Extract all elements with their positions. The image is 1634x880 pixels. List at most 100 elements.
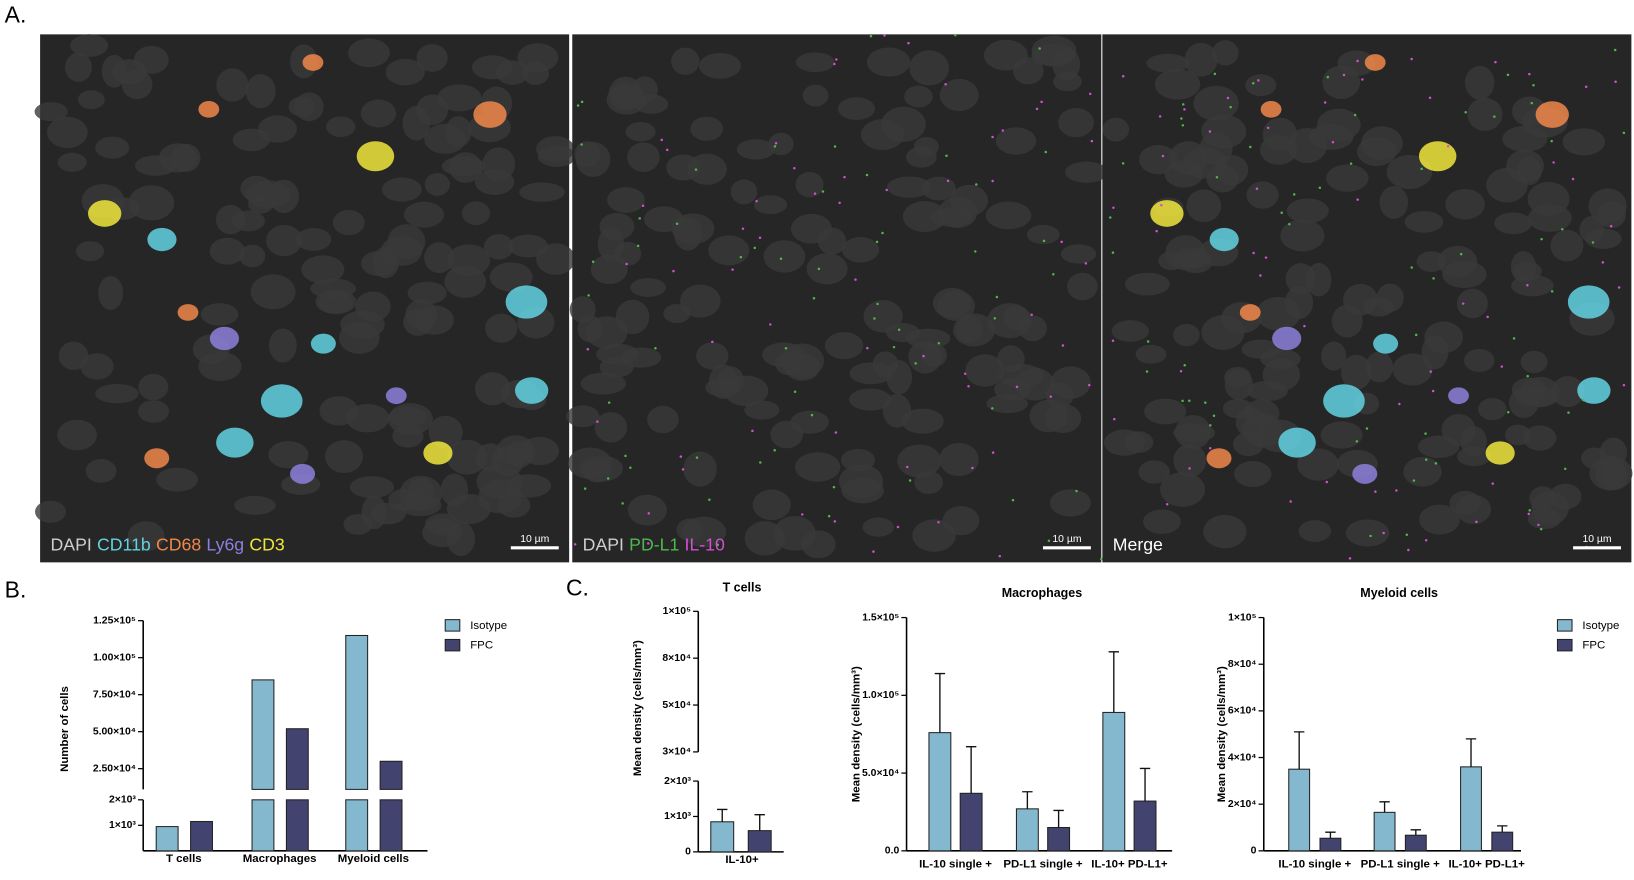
nucleus	[939, 442, 979, 477]
nucleus	[1581, 447, 1608, 469]
puncta	[1622, 131, 1626, 135]
puncta	[1342, 73, 1346, 77]
cell-stain	[1209, 227, 1239, 252]
nucleus	[1058, 107, 1094, 138]
nucleus	[908, 340, 942, 374]
puncta	[897, 328, 901, 332]
nucleus	[795, 52, 835, 73]
puncta	[1591, 241, 1595, 244]
puncta	[1361, 78, 1364, 81]
bar	[251, 799, 275, 852]
nucleus	[575, 141, 611, 177]
channel-labels: DAPI CD11b CD68 Ly6g CD3	[51, 534, 285, 554]
bar	[710, 821, 735, 853]
nucleus	[1309, 123, 1354, 150]
puncta	[1109, 216, 1112, 219]
puncta	[606, 477, 610, 480]
puncta	[1049, 395, 1053, 398]
legend-label: Isotype	[470, 620, 507, 632]
nucleus	[268, 179, 300, 214]
nucleus	[627, 142, 660, 172]
puncta	[1158, 115, 1162, 118]
nucleus	[1441, 413, 1476, 447]
channel-label: DAPI	[583, 534, 624, 554]
puncta	[944, 83, 947, 86]
nucleus	[1203, 514, 1247, 549]
nucleus	[245, 74, 276, 109]
nucleus	[1331, 304, 1363, 338]
nucleus	[1320, 421, 1363, 449]
channel-label: CD3	[249, 534, 285, 554]
puncta	[1410, 266, 1413, 269]
nucleus	[403, 308, 434, 336]
puncta	[1412, 479, 1416, 482]
nucleus	[437, 84, 482, 112]
puncta	[1500, 365, 1504, 368]
nucleus	[1026, 224, 1060, 245]
y-axis-label: Mean density (cells/mm³)	[851, 666, 863, 802]
y-tick-label: 2×10³	[664, 776, 691, 787]
puncta	[1208, 130, 1212, 133]
nucleus	[1029, 399, 1069, 433]
cell-stain	[147, 227, 177, 252]
puncta	[1212, 414, 1216, 417]
x-tick-label: IL-10 single +	[919, 858, 992, 870]
nucleus	[474, 372, 511, 406]
puncta	[1061, 344, 1065, 347]
nucleus	[1168, 141, 1208, 176]
cell-stain	[144, 448, 170, 469]
bar	[1102, 711, 1126, 852]
puncta	[1410, 57, 1413, 61]
nucleus	[345, 404, 390, 433]
nucleus	[57, 152, 87, 172]
nucleus	[569, 296, 596, 323]
nucleus	[70, 34, 109, 57]
puncta	[1617, 286, 1621, 289]
cell-stain	[423, 441, 453, 465]
puncta	[1355, 440, 1359, 443]
nucleus	[1365, 351, 1394, 383]
bar	[345, 799, 369, 852]
cell-stain	[356, 141, 395, 172]
puncta	[586, 347, 590, 351]
nucleus	[1286, 198, 1329, 224]
channel-label: Merge	[1113, 534, 1163, 554]
puncta	[1165, 502, 1169, 506]
cell-stain	[385, 387, 407, 405]
cell-stain	[216, 427, 254, 458]
puncta	[1353, 113, 1357, 117]
puncta	[1075, 489, 1078, 493]
nucleus	[736, 139, 776, 160]
nucleus	[1465, 65, 1495, 100]
puncta	[1044, 150, 1048, 154]
nucleus	[326, 116, 356, 138]
y-tick-label: 2×10⁴	[1228, 799, 1257, 810]
puncta	[1461, 302, 1465, 305]
nucleus	[1135, 344, 1167, 364]
cell-stain	[1206, 448, 1232, 469]
puncta	[1326, 75, 1330, 79]
y-tick-label: 4×10⁴	[1228, 752, 1257, 763]
micrograph: Merge 10 µm	[1102, 34, 1633, 563]
nucleus	[1298, 520, 1332, 542]
legend-label: FPC	[1582, 640, 1605, 652]
puncta	[1374, 490, 1377, 493]
nucleus	[1341, 354, 1372, 390]
puncta	[773, 145, 777, 148]
nucleus	[1478, 398, 1507, 421]
puncta	[647, 542, 650, 545]
puncta	[991, 135, 994, 139]
puncta	[679, 455, 683, 458]
channel-label: CD68	[156, 534, 201, 554]
nucleus	[608, 76, 643, 111]
nucleus	[407, 281, 447, 305]
puncta	[1532, 83, 1535, 87]
nucleus	[1066, 272, 1098, 301]
nucleus	[1297, 448, 1339, 481]
puncta	[1609, 224, 1613, 228]
bar	[155, 826, 179, 852]
puncta	[993, 317, 997, 320]
puncta	[587, 294, 590, 297]
nucleus	[471, 55, 513, 80]
nucleus	[34, 102, 68, 122]
